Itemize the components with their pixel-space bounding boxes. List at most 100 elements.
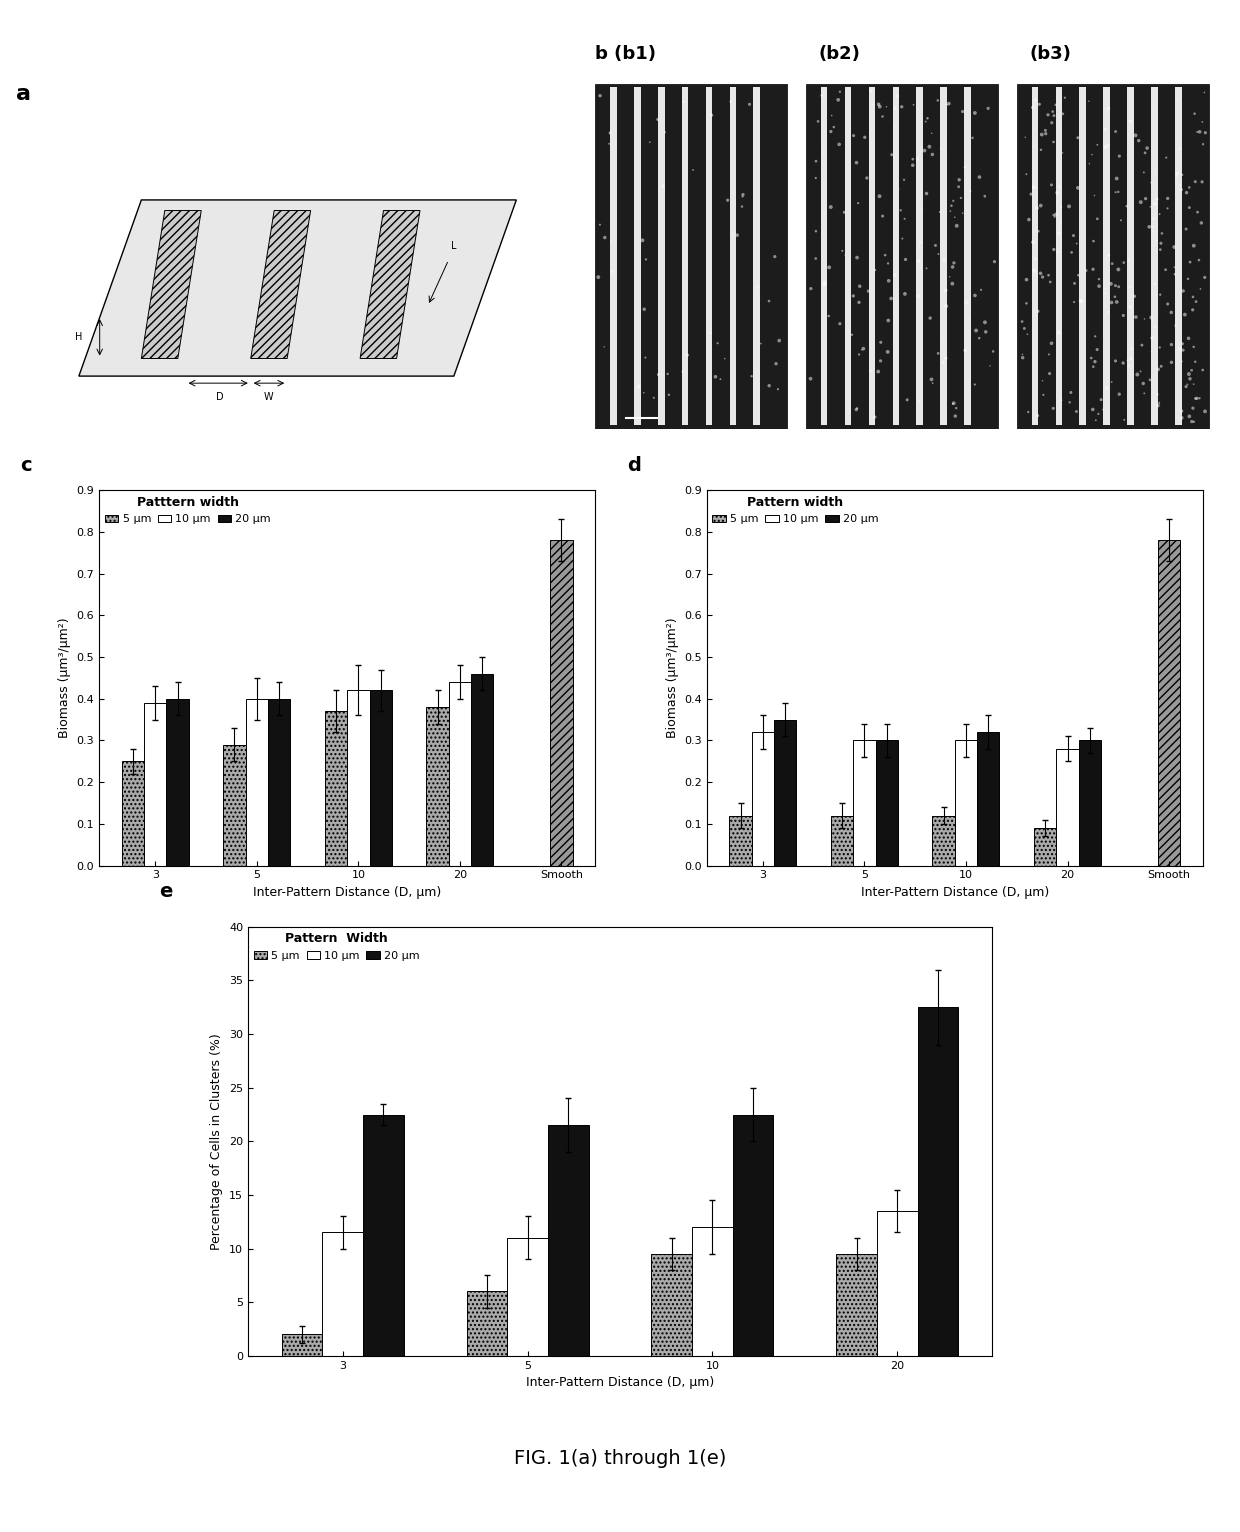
Point (930, 199, 950, 224)
Point (830, 132, 849, 156)
Point (657, 362, 677, 386)
Point (1053, 101, 1073, 126)
Point (849, 342, 869, 366)
Point (1030, 138, 1050, 162)
Point (1114, 351, 1133, 375)
Text: b (b1): b (b1) (595, 44, 656, 63)
Bar (122, 761, 144, 866)
Point (908, 147, 928, 172)
Point (909, 389, 929, 414)
Point (658, 383, 678, 408)
Point (983, 339, 1003, 363)
Point (806, 165, 826, 190)
Bar (548, 1124, 589, 1356)
Point (1118, 248, 1138, 273)
Point (842, 322, 862, 346)
Point (848, 192, 868, 216)
Text: H: H (76, 332, 83, 342)
Point (801, 366, 821, 391)
Bar (692, 1227, 733, 1356)
Point (1193, 132, 1213, 156)
Bar (651, 1253, 692, 1356)
Point (1097, 375, 1117, 400)
Point (890, 198, 910, 222)
Point (748, 276, 768, 300)
Bar (831, 815, 853, 866)
Bar (322, 1232, 363, 1356)
Point (1166, 314, 1185, 339)
Point (1027, 196, 1047, 221)
Point (649, 362, 668, 386)
Text: FIG. 1(a) through 1(e): FIG. 1(a) through 1(e) (513, 1449, 727, 1468)
Point (1052, 195, 1071, 219)
Point (940, 265, 960, 290)
Point (1148, 394, 1168, 418)
Point (895, 207, 915, 231)
Point (1164, 234, 1184, 259)
Point (1044, 103, 1064, 127)
Point (946, 395, 966, 420)
Point (1157, 146, 1177, 170)
Point (1131, 358, 1151, 383)
Point (718, 188, 738, 213)
Point (815, 273, 835, 297)
Point (1101, 290, 1121, 314)
Point (1099, 97, 1118, 121)
Point (869, 92, 889, 116)
Point (1158, 187, 1178, 211)
Bar (466, 1291, 507, 1356)
Bar (868, 87, 875, 426)
Point (882, 286, 901, 311)
Bar (507, 1238, 548, 1356)
Point (1040, 270, 1060, 294)
Polygon shape (141, 210, 201, 358)
Point (1114, 250, 1133, 274)
Point (1179, 195, 1199, 219)
Point (1094, 397, 1114, 421)
Point (843, 283, 863, 308)
Point (1087, 207, 1107, 231)
Point (877, 95, 897, 119)
Bar (1104, 87, 1110, 426)
Point (1016, 126, 1035, 150)
Point (1035, 121, 1055, 146)
Point (944, 188, 963, 213)
Point (1111, 208, 1131, 233)
Point (955, 155, 975, 179)
Point (1149, 336, 1169, 360)
Point (1106, 273, 1126, 297)
Point (1148, 357, 1168, 381)
Y-axis label: Biomass (μm³/μm²): Biomass (μm³/μm²) (666, 617, 678, 738)
Point (1195, 121, 1215, 146)
Point (1182, 409, 1202, 434)
Point (644, 386, 663, 411)
Point (1081, 346, 1101, 371)
Bar (916, 87, 923, 426)
Point (1095, 135, 1115, 159)
Point (1029, 92, 1049, 116)
Point (600, 121, 620, 146)
Point (1179, 175, 1199, 199)
Point (875, 244, 895, 268)
Point (733, 182, 753, 207)
Point (1167, 161, 1187, 185)
Point (1091, 388, 1111, 412)
Point (1193, 358, 1213, 383)
Point (1105, 285, 1125, 309)
Point (879, 268, 899, 293)
Point (1023, 95, 1043, 119)
Point (1168, 129, 1188, 153)
Point (732, 195, 751, 219)
Point (812, 83, 832, 107)
Bar (729, 87, 737, 426)
Point (852, 337, 872, 362)
Point (768, 377, 787, 401)
Point (640, 130, 660, 155)
Point (1156, 257, 1176, 282)
Point (1013, 345, 1033, 369)
Bar (1079, 740, 1101, 866)
Point (888, 84, 908, 109)
Point (923, 371, 942, 395)
Point (1171, 173, 1190, 198)
Point (868, 360, 888, 385)
